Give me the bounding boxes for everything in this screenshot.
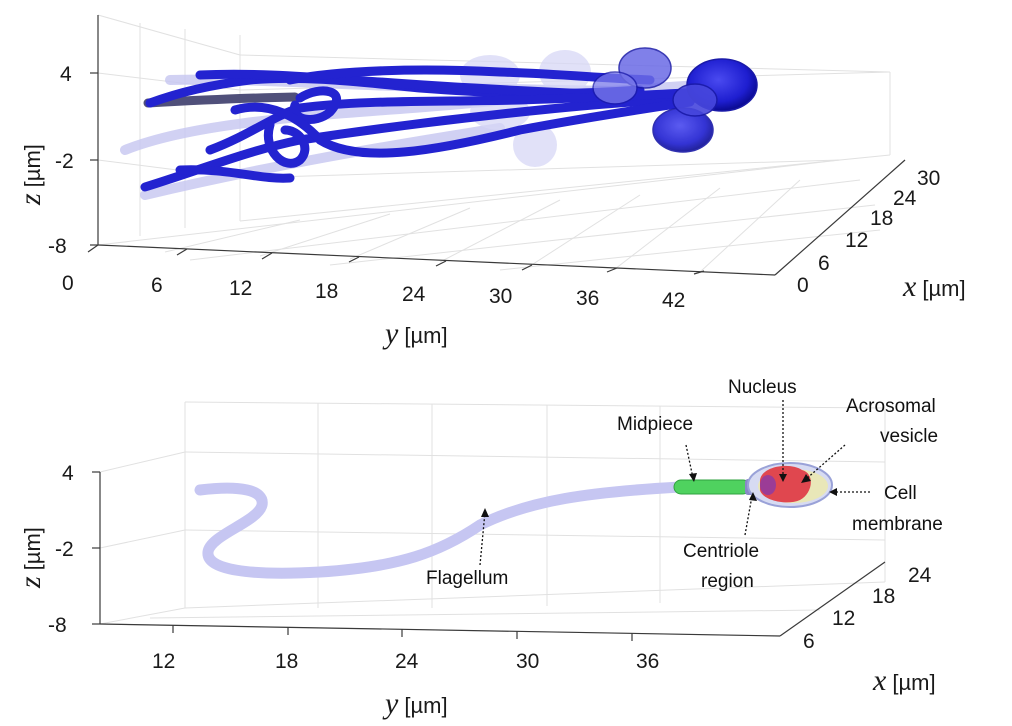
label-cell-line1: Cell bbox=[884, 483, 917, 504]
bottom-panel: 4 -2 -8 12 18 24 30 36 6 12 18 24 z[µm] … bbox=[14, 377, 943, 720]
bottom-x-tick-6: 6 bbox=[803, 630, 815, 653]
top-x-tick-24: 24 bbox=[893, 187, 917, 210]
top-y-tick-24: 24 bbox=[402, 283, 426, 306]
bottom-y-tick-12: 12 bbox=[152, 650, 175, 673]
top-x-tick-6: 6 bbox=[818, 252, 830, 275]
svg-text:z[µm]: z[µm] bbox=[14, 144, 47, 206]
bottom-y-tick-36: 36 bbox=[636, 650, 659, 673]
top-y-tick-12: 12 bbox=[229, 277, 252, 300]
top-x-tick-12: 12 bbox=[845, 229, 868, 252]
top-panel: 4 -2 -8 0 6 12 18 24 30 36 42 0 6 12 18 … bbox=[14, 14, 966, 350]
top-y-tick-30: 30 bbox=[489, 285, 512, 308]
label-centriole-line2: region bbox=[701, 571, 754, 592]
bottom-z-tick-4: 4 bbox=[62, 462, 74, 485]
sperm-cell bbox=[194, 462, 833, 579]
top-z-tick-4: 4 bbox=[60, 63, 72, 86]
top-z-axis-label: z[µm] bbox=[14, 144, 47, 206]
top-y-tick-6: 6 bbox=[151, 274, 163, 297]
bottom-z-tick--8: -8 bbox=[48, 614, 67, 637]
annotation-arrowheads bbox=[481, 473, 837, 517]
nucleus-shape bbox=[760, 465, 811, 503]
bottom-y-tick-30: 30 bbox=[516, 650, 539, 673]
bottom-x-tick-18: 18 bbox=[872, 585, 895, 608]
top-x-axis-label: x [µm] bbox=[902, 270, 966, 303]
bottom-z-axis-label: z[µm] bbox=[14, 527, 47, 589]
label-acrosomal-line2: vesicle bbox=[880, 426, 938, 447]
flagellum-shape bbox=[194, 481, 686, 579]
top-y-tick-18: 18 bbox=[315, 280, 338, 303]
top-y-tick-0: 0 bbox=[62, 272, 74, 295]
label-midpiece: Midpiece bbox=[617, 414, 693, 435]
top-axes bbox=[87, 15, 906, 276]
bottom-x-tick-24: 24 bbox=[908, 564, 932, 587]
annotation-arrows bbox=[479, 400, 870, 566]
bottom-y-tick-24: 24 bbox=[395, 650, 419, 673]
bottom-z-tick--2: -2 bbox=[55, 538, 74, 561]
bottom-axes bbox=[92, 471, 886, 641]
label-centriole-line1: Centriole bbox=[683, 541, 759, 562]
bottom-x-axis-label: x [µm] bbox=[872, 664, 936, 697]
top-y-tick-42: 42 bbox=[662, 289, 685, 312]
top-y-tick-36: 36 bbox=[576, 287, 599, 310]
bottom-y-tick-18: 18 bbox=[275, 650, 298, 673]
top-x-tick-0: 0 bbox=[797, 274, 809, 297]
label-nucleus: Nucleus bbox=[728, 377, 797, 398]
label-flagellum: Flagellum bbox=[426, 568, 508, 589]
bottom-x-tick-12: 12 bbox=[832, 607, 855, 630]
top-sperm-trajectories bbox=[120, 47, 758, 200]
bottom-y-axis-label: y [µm] bbox=[382, 687, 448, 720]
top-x-tick-18: 18 bbox=[870, 207, 893, 230]
label-cell-line2: membrane bbox=[852, 514, 943, 535]
top-z-tick--2: -2 bbox=[55, 150, 74, 173]
top-z-tick--8: -8 bbox=[48, 235, 67, 258]
midpiece-shape bbox=[673, 479, 751, 495]
label-acrosomal-line1: Acrosomal bbox=[846, 396, 936, 417]
svg-text:z[µm]: z[µm] bbox=[14, 527, 47, 589]
top-y-axis-label: y [µm] bbox=[382, 317, 448, 350]
top-x-tick-30: 30 bbox=[917, 167, 940, 190]
